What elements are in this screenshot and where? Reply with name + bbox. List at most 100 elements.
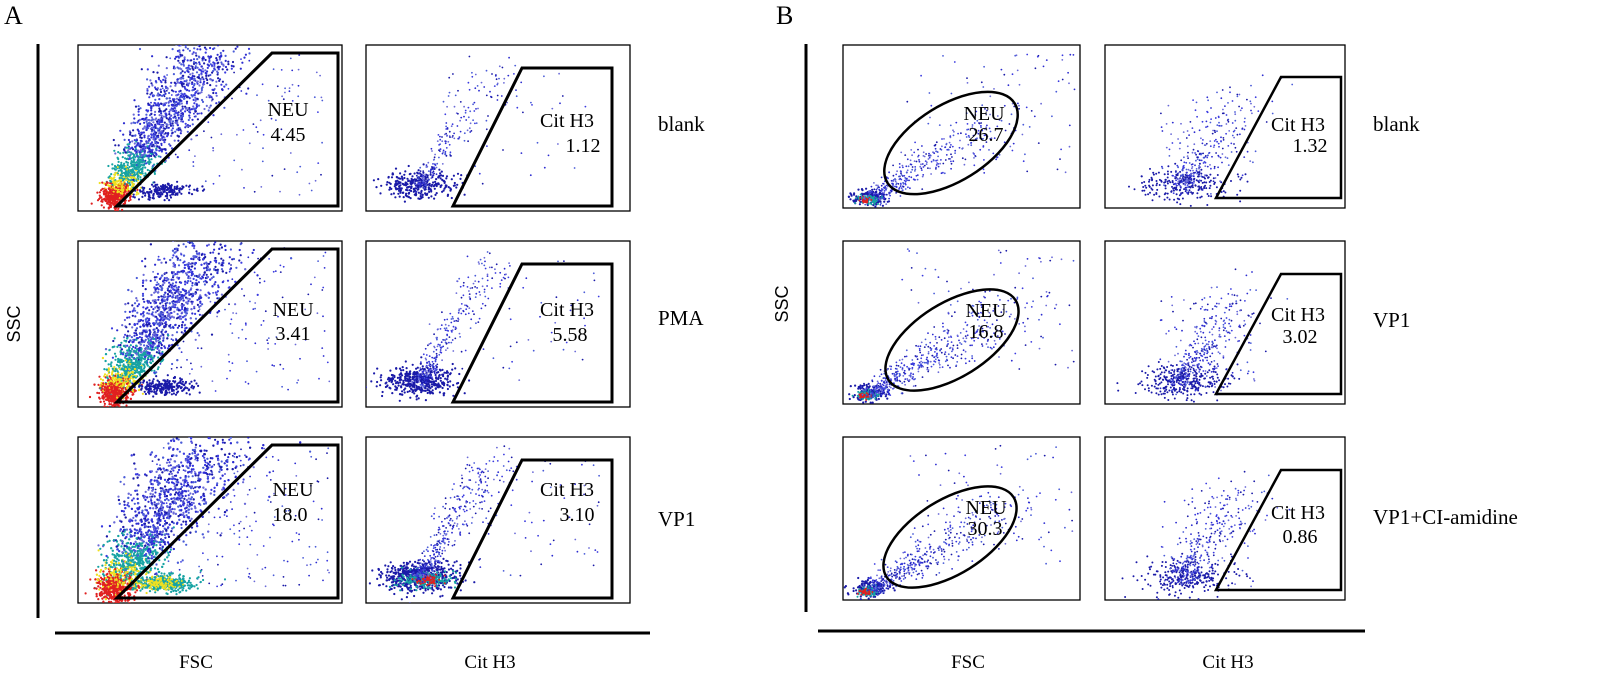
event-dot (162, 333, 165, 336)
event-dot (144, 257, 147, 260)
event-dot (125, 369, 128, 373)
event-dot (203, 83, 206, 86)
event-dot (251, 251, 254, 254)
event-dot (188, 49, 191, 52)
event-dot (171, 109, 174, 112)
event-dot (194, 110, 197, 113)
event-dot (171, 315, 174, 318)
event-dot (177, 300, 180, 303)
event-dot (129, 169, 132, 172)
event-dot (178, 271, 181, 274)
event-dot (176, 313, 179, 316)
event-dot (442, 179, 445, 182)
event-dot (153, 328, 156, 331)
event-dot (197, 275, 200, 279)
event-dot (158, 93, 161, 96)
event-dot (157, 132, 160, 135)
event-dot (448, 76, 451, 79)
event-dot (168, 110, 171, 113)
event-dot (191, 86, 195, 89)
event-dot (190, 138, 193, 141)
event-dot (139, 343, 142, 346)
event-dot (179, 299, 182, 302)
event-dot (137, 353, 140, 356)
event-dot (184, 23, 186, 25)
event-dot (153, 323, 156, 326)
event-dot (139, 122, 142, 125)
event-dot (109, 202, 112, 205)
event-dot (167, 126, 170, 129)
event-dot (203, 283, 206, 286)
event-dot (194, 312, 197, 315)
event-dot (207, 121, 210, 124)
event-dot (177, 139, 180, 142)
event-dot (434, 182, 437, 186)
event-dot (167, 183, 170, 186)
event-dot (120, 341, 123, 344)
event-dot (176, 49, 179, 53)
event-dot (123, 193, 126, 196)
event-dot (452, 135, 454, 137)
event-dot (170, 129, 173, 132)
event-dot (102, 397, 105, 400)
event-dot (214, 265, 217, 268)
event-dot (119, 343, 122, 347)
event-dot (427, 196, 430, 199)
event-dot (183, 289, 186, 292)
event-dot (107, 184, 110, 187)
event-dot (182, 299, 185, 302)
event-dot (425, 184, 427, 187)
event-dot (113, 352, 117, 355)
event-dot (261, 160, 264, 163)
event-dot (188, 116, 191, 119)
event-dot (147, 102, 150, 105)
event-dot (409, 180, 412, 183)
event-dot (181, 54, 184, 57)
event-dot (212, 149, 215, 152)
event-dot (172, 274, 175, 277)
event-dot (193, 112, 195, 115)
event-dot (126, 337, 129, 340)
event-dot (150, 101, 152, 104)
panel-a-x-label-cith3: Cit H3 (464, 652, 515, 673)
event-dot (124, 310, 127, 313)
event-dot (164, 81, 167, 84)
event-dot (220, 83, 223, 86)
event-dot (468, 88, 471, 91)
event-dot (467, 116, 470, 119)
event-dot (181, 114, 185, 118)
event-dot (179, 132, 182, 135)
event-dot (191, 74, 194, 78)
event-dot (103, 198, 106, 201)
event-dot (136, 305, 139, 308)
event-dot (144, 338, 147, 341)
event-dot (129, 198, 132, 201)
event-dot (101, 356, 104, 360)
event-dot (217, 65, 220, 68)
event-dot (152, 314, 155, 317)
event-dot (466, 129, 469, 132)
event-dot (190, 193, 194, 196)
event-dot (498, 65, 501, 68)
event-dot (200, 263, 203, 266)
event-dot (164, 317, 167, 320)
event-dot (174, 130, 177, 133)
event-dot (157, 366, 160, 369)
event-dot (181, 120, 185, 123)
event-dot (199, 294, 202, 297)
event-dot (203, 262, 206, 265)
event-dot (199, 48, 202, 51)
event-dot (142, 273, 145, 276)
event-dot (181, 105, 184, 108)
event-dot (435, 173, 438, 176)
event-dot (189, 73, 192, 76)
event-dot (201, 57, 204, 60)
event-dot (177, 244, 180, 247)
event-dot (139, 190, 142, 193)
event-dot (157, 155, 160, 158)
event-dot (375, 186, 378, 189)
event-dot (107, 193, 110, 196)
event-dot (142, 306, 145, 309)
event-dot (141, 170, 144, 173)
